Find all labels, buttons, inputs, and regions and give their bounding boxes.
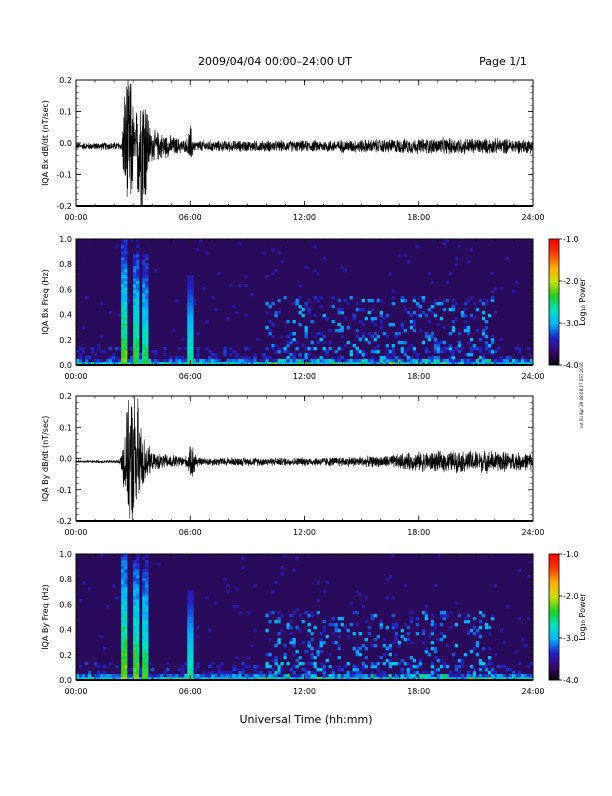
y-tick-label: 0.2 bbox=[59, 76, 72, 85]
y-tick-label: 0.1 bbox=[59, 423, 72, 432]
y-tick-label: 0.1 bbox=[59, 108, 72, 117]
side-note: rvt Fri Apr 29 08:08:27 EST 2016 bbox=[579, 362, 584, 428]
y-tick-label: 0.8 bbox=[59, 575, 72, 584]
y-axis-label: IQA By Freq (Hz) bbox=[41, 584, 50, 650]
colorbar-tick-label: -3.0 bbox=[563, 319, 579, 328]
y-axis-label: IQA Bx Freq (Hz) bbox=[41, 269, 50, 335]
dbdt-trace bbox=[76, 396, 533, 521]
colorbar-label: Log₁₀ Power bbox=[578, 593, 587, 641]
page-number: Page 1/1 bbox=[479, 55, 527, 68]
x-tick-label: 06:00 bbox=[179, 528, 202, 537]
x-tick-label: 00:00 bbox=[64, 687, 87, 696]
y-tick-label: 1.0 bbox=[59, 235, 72, 244]
x-axis-label: Universal Time (hh:mm) bbox=[240, 713, 373, 726]
x-tick-label: 00:00 bbox=[64, 528, 87, 537]
y-tick-label: 1.0 bbox=[59, 550, 72, 559]
x-tick-label: 18:00 bbox=[407, 687, 430, 696]
spectrogram-cells bbox=[76, 239, 533, 365]
x-tick-label: 06:00 bbox=[179, 372, 202, 381]
y-tick-label: 0.2 bbox=[59, 336, 72, 345]
y-tick-label: -0.1 bbox=[56, 171, 72, 180]
trace-bx-dbdt bbox=[76, 80, 533, 206]
colorbar-tick-label: -3.0 bbox=[563, 634, 579, 643]
y-tick-label: -0.1 bbox=[56, 486, 72, 495]
y-tick-label: -0.2 bbox=[56, 202, 72, 211]
x-tick-label: 12:00 bbox=[293, 687, 316, 696]
x-tick-label: 06:00 bbox=[179, 687, 202, 696]
x-tick-label: 18:00 bbox=[407, 372, 430, 381]
x-tick-label: 12:00 bbox=[293, 372, 316, 381]
colorbar-tick-label: -4.0 bbox=[563, 361, 579, 370]
y-axis-label: IQA Bx dB/dt (nT/sec) bbox=[41, 100, 50, 186]
y-tick-label: 0.6 bbox=[59, 285, 72, 294]
x-tick-label: 24:00 bbox=[521, 213, 544, 222]
colorbar-tick-label: -1.0 bbox=[563, 235, 579, 244]
x-tick-label: 00:00 bbox=[64, 372, 87, 381]
colorbar-tick-label: -4.0 bbox=[563, 676, 579, 685]
spectrogram-cells bbox=[76, 554, 533, 680]
spectrogram-background bbox=[76, 554, 533, 680]
figure-title: 2009/04/04 00:00–24:00 UT bbox=[198, 55, 352, 68]
x-tick-label: 18:00 bbox=[407, 213, 430, 222]
panel-by-freq: -1.0 -2.0 -3.0 -4.0 Log₁₀ Power 00:00 06:00 12:… bbox=[41, 550, 587, 696]
y-axis-label: IQA By dB/dt (nT/sec) bbox=[41, 416, 50, 502]
y-tick-label: 0.4 bbox=[59, 311, 72, 320]
colorbar-label: Log₁₀ Power bbox=[578, 278, 587, 326]
y-tick-label: 0.2 bbox=[59, 392, 72, 401]
x-tick-label: 18:00 bbox=[407, 528, 430, 537]
x-tick-label: 24:00 bbox=[521, 528, 544, 537]
x-tick-label: 00:00 bbox=[64, 213, 87, 222]
y-tick-label: 0.8 bbox=[59, 260, 72, 269]
y-tick-label: -0.2 bbox=[56, 517, 72, 526]
colorbar-tick-label: -2.0 bbox=[563, 592, 579, 601]
y-tick-label: 0.0 bbox=[59, 455, 72, 464]
colorbar-by-freq: -1.0 -2.0 -3.0 -4.0 Log₁₀ Power bbox=[548, 550, 587, 685]
trace-by-dbdt bbox=[76, 396, 533, 521]
x-tick-label: 12:00 bbox=[293, 528, 316, 537]
panel-bx-dbdt: 00:00 06:00 12:00 18:00 24:00 -0.2 -0.1 0.0 0.1 0… bbox=[41, 76, 545, 222]
x-tick-label: 24:00 bbox=[521, 687, 544, 696]
y-tick-label: 0.6 bbox=[59, 600, 72, 609]
panel-bx-freq: -1.0 -2.0 -3.0 -4.0 Log₁₀ Power 00:00 06:00 12:… bbox=[41, 235, 587, 381]
panels: 00:00 06:00 12:00 18:00 24:00 -0.2 -0.1 0.0 0.1 0… bbox=[41, 76, 587, 696]
x-tick-label: 12:00 bbox=[293, 213, 316, 222]
y-tick-label: 0.0 bbox=[59, 361, 72, 370]
panel-by-dbdt: 00:00 06:00 12:00 18:00 24:00 -0.2 -0.1 0.0 0.1 0… bbox=[41, 392, 545, 537]
colorbar-tick-label: -1.0 bbox=[563, 550, 579, 559]
colorbar-tick-label: -2.0 bbox=[563, 277, 579, 286]
dbdt-trace bbox=[76, 80, 533, 206]
x-tick-label: 06:00 bbox=[179, 213, 202, 222]
y-tick-label: 0.0 bbox=[59, 676, 72, 685]
y-tick-label: 0.4 bbox=[59, 626, 72, 635]
colorbar-bx-freq: -1.0 -2.0 -3.0 -4.0 Log₁₀ Power bbox=[548, 235, 587, 370]
y-tick-label: 0.2 bbox=[59, 651, 72, 660]
x-tick-label: 24:00 bbox=[521, 372, 544, 381]
y-tick-label: 0.0 bbox=[59, 139, 72, 148]
